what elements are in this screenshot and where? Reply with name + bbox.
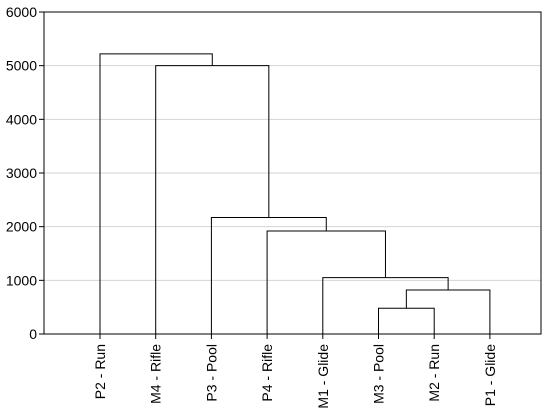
y-tick-label: 0	[29, 326, 37, 342]
leaf-label: P4 - Rifle	[259, 344, 275, 402]
dendrogram-link	[99, 53, 213, 334]
leaf-label: M4 - Rifle	[148, 344, 164, 404]
leaf-label: M2 - Run	[426, 344, 442, 402]
y-tick-label: 6000	[6, 4, 37, 20]
dendrogram-link	[210, 217, 327, 334]
leaf-label: M1 - Glide	[315, 344, 331, 409]
leaf-label: P1 - Glide	[482, 344, 498, 406]
dendrogram-link	[266, 230, 386, 334]
y-tick-label: 4000	[6, 111, 37, 127]
grid-lines	[44, 65, 541, 281]
dendrogram-link	[155, 65, 270, 334]
y-tick-label: 1000	[6, 272, 37, 288]
dendrogram-links	[99, 53, 491, 334]
dendrogram-link	[378, 307, 435, 334]
dendrogram-link	[322, 277, 449, 334]
y-tick-label: 2000	[6, 219, 37, 235]
dendrogram-link	[405, 289, 491, 334]
y-tick-label: 3000	[6, 165, 37, 181]
leaf-label: P3 - Pool	[203, 344, 219, 402]
x-axis: P2 - Run M4 - Rifle P3 - Pool P4 - Rifle M1 …	[92, 334, 498, 409]
leaf-label: P2 - Run	[92, 344, 108, 399]
y-axis: 0 1000 2000 3000 4000 5000 6000	[6, 4, 44, 342]
leaf-label: M3 - Pool	[371, 344, 387, 404]
y-tick-label: 5000	[6, 58, 37, 74]
